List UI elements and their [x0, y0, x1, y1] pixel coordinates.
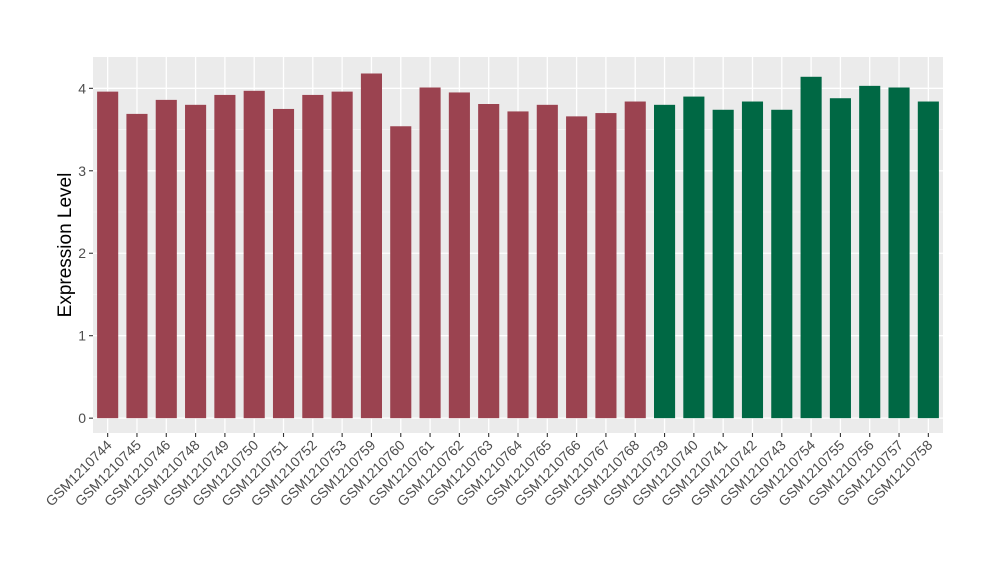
- bar-GSM1210750: [243, 90, 265, 419]
- bar-GSM1210743: [771, 109, 793, 419]
- bar-GSM1210768: [624, 101, 646, 419]
- bar-GSM1210742: [741, 101, 764, 419]
- y-tick-label: 4: [78, 80, 86, 96]
- bar-GSM1210754: [800, 76, 822, 419]
- bar-GSM1210764: [507, 111, 529, 419]
- y-axis: 0 1 2 3 4: [78, 80, 93, 426]
- bar-GSM1210746: [155, 99, 177, 419]
- y-axis-title: Expression Level: [55, 173, 76, 318]
- bars: [97, 73, 939, 419]
- bar-GSM1210762: [448, 92, 470, 419]
- bar-GSM1210766: [566, 116, 588, 419]
- bar-GSM1210748: [185, 104, 207, 419]
- bar-GSM1210745: [126, 113, 148, 419]
- bar-GSM1210752: [302, 94, 324, 419]
- bar-GSM1210744: [97, 91, 119, 419]
- bar-GSM1210740: [683, 96, 705, 419]
- y-tick-label: 1: [78, 328, 86, 344]
- bar-GSM1210765: [536, 104, 558, 419]
- bar-GSM1210749: [214, 94, 236, 419]
- x-axis: GSM1210744GSM1210745GSM1210746GSM1210748…: [42, 433, 936, 509]
- bar-GSM1210761: [419, 87, 441, 419]
- bar-GSM1210757: [888, 87, 910, 419]
- bar-GSM1210751: [272, 108, 295, 419]
- y-tick-label: 0: [78, 410, 86, 426]
- bar-GSM1210741: [712, 109, 734, 419]
- bar-GSM1210767: [595, 113, 617, 419]
- bar-GSM1210739: [654, 104, 676, 419]
- bar-GSM1210753: [331, 91, 353, 419]
- bar-GSM1210755: [829, 98, 851, 419]
- y-tick-label: 2: [78, 245, 86, 261]
- bar-GSM1210763: [478, 104, 500, 419]
- bar-GSM1210756: [859, 85, 881, 419]
- bar-GSM1210759: [360, 73, 382, 419]
- bar-GSM1210758: [917, 101, 939, 419]
- bar-GSM1210760: [390, 126, 412, 419]
- y-tick-label: 3: [78, 163, 86, 179]
